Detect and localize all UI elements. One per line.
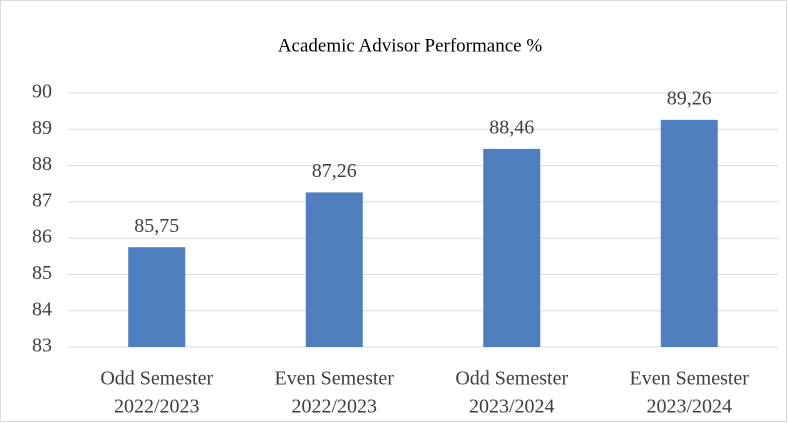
y-tick-label: 86: [32, 226, 52, 248]
bar: [305, 192, 363, 347]
y-tick-label: 87: [32, 189, 52, 211]
x-tick-label: Odd Semester: [455, 368, 568, 390]
y-tick-label: 84: [32, 298, 52, 320]
x-tick-label: Even Semester: [630, 368, 750, 390]
x-tick-label: 2022/2023: [291, 396, 377, 418]
data-label: 87,26: [312, 160, 357, 182]
x-tick-label: 2023/2024: [469, 396, 555, 418]
bar: [128, 247, 186, 347]
y-tick-label: 90: [32, 81, 52, 103]
y-tick-label: 88: [32, 153, 52, 175]
y-tick-label: 89: [32, 117, 52, 139]
data-label: 88,46: [489, 116, 534, 138]
y-tick-label: 83: [32, 335, 52, 357]
x-tick-label: Even Semester: [275, 368, 395, 390]
data-label: 85,75: [134, 215, 179, 237]
chart-title: Academic Advisor Performance %: [278, 35, 542, 56]
data-label: 89,26: [667, 87, 712, 109]
bar: [483, 148, 541, 347]
x-tick-label: 2023/2024: [646, 396, 732, 418]
x-tick-label: 2022/2023: [114, 396, 200, 418]
x-tick-label: Odd Semester: [100, 368, 213, 390]
y-tick-label: 85: [32, 262, 52, 284]
bar: [660, 119, 718, 347]
